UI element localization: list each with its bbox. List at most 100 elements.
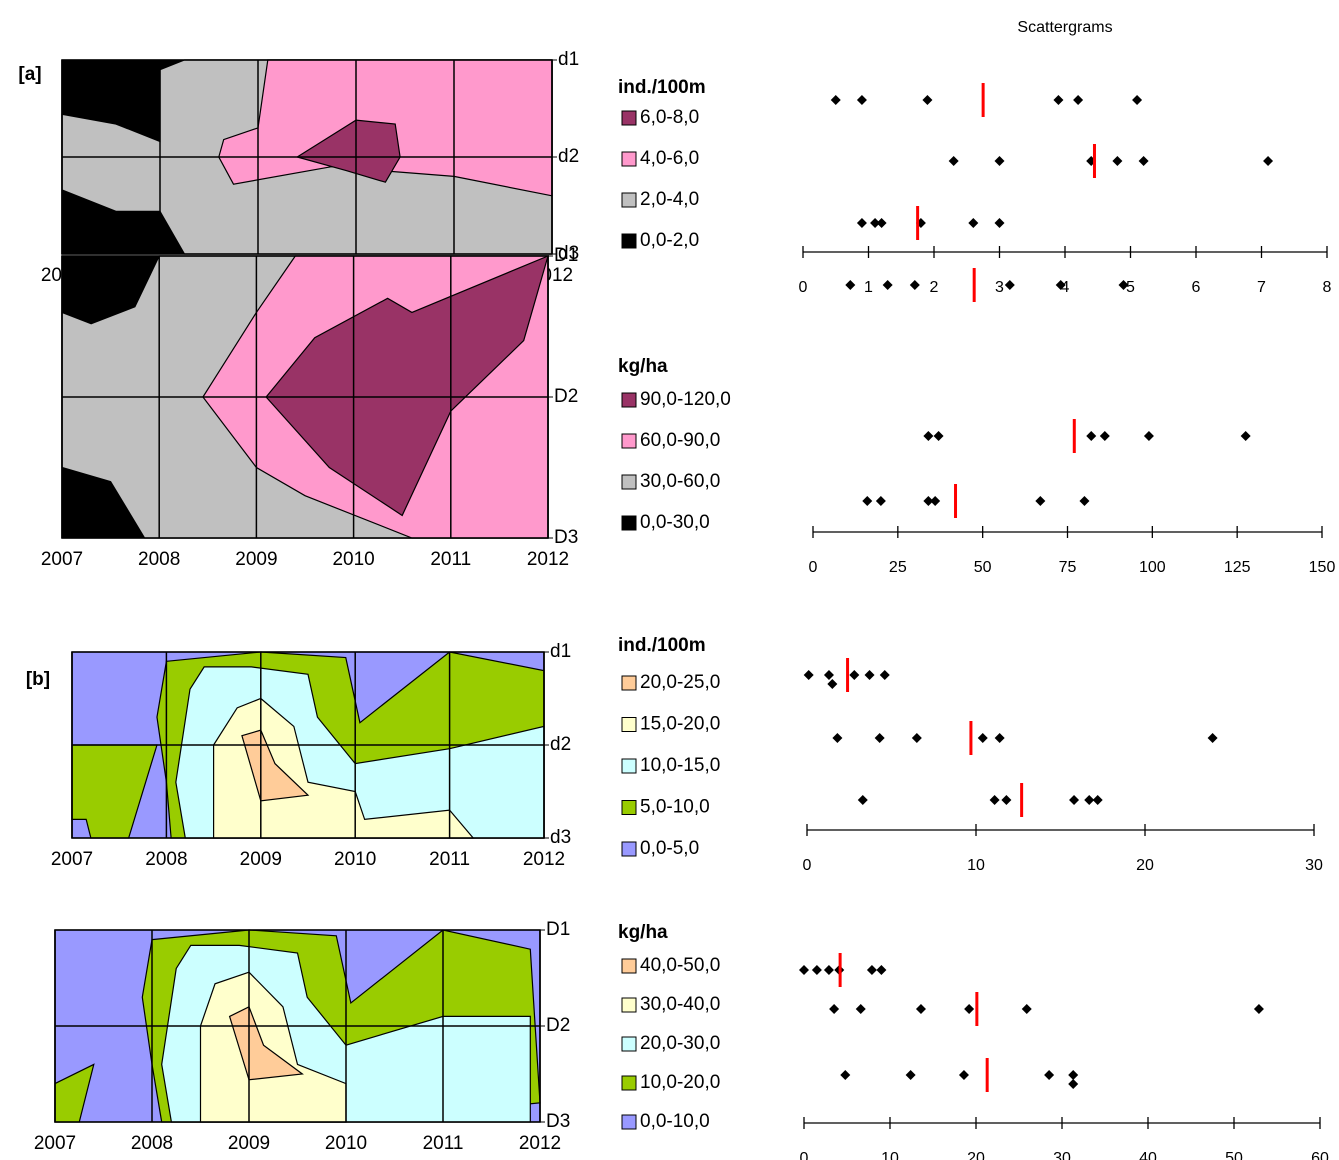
x-tick-label: 3 [995,279,1004,296]
point [1253,1004,1264,1014]
legend-swatch [621,958,637,974]
point [855,1004,866,1014]
x-tick-label: 50 [974,559,992,576]
point [856,218,867,228]
point [874,733,885,743]
legend-label: 90,0-120,0 [640,389,731,410]
point [922,95,933,105]
point [803,670,814,680]
x-tick-label: 0 [809,559,818,576]
legend-swatch [621,151,637,167]
point [1143,431,1154,441]
x-tick-label: 2012 [523,849,565,870]
y-label: D2 [546,1015,570,1036]
y-label: D3 [546,1111,570,1132]
x-tick-label: 150 [1309,559,1336,576]
x-tick-label: 10 [967,857,985,874]
x-tick-label: 60 [1311,1150,1329,1160]
x-tick-label: 20 [967,1150,985,1160]
legend-swatch [621,515,637,531]
legend-label: 10,0-20,0 [640,1072,720,1093]
x-tick-label: 2008 [131,1133,173,1154]
legend-swatch [621,1075,637,1091]
y-label: d1 [558,49,579,70]
point [823,965,834,975]
legend-label: 0,0-10,0 [640,1111,710,1132]
legend-swatch [621,233,637,249]
point [964,1004,975,1014]
y-label: d2 [558,146,579,167]
point [876,218,887,228]
x-tick-label: 4 [1061,279,1070,296]
x-tick-label: 2008 [145,849,187,870]
point [1044,1070,1055,1080]
point [1068,1079,1079,1089]
figure-title: Scattergrams [1017,19,1112,36]
x-tick-label: 0 [803,857,812,874]
x-tick-label: 0 [800,1150,809,1160]
y-label: d2 [550,734,571,755]
y-label: D1 [554,245,578,266]
legend-swatch [621,433,637,449]
y-label: d3 [550,827,571,848]
point [829,1004,840,1014]
x-tick-label: 2010 [332,549,374,570]
contour-region [265,254,549,517]
legend-label: 0,0-5,0 [640,838,699,859]
x-tick-label: 2010 [334,849,376,870]
point [1240,431,1251,441]
point [840,1070,851,1080]
point [862,496,873,506]
y-label: d1 [550,641,571,662]
point [1132,95,1143,105]
x-tick-label: 2011 [429,849,470,870]
x-tick-label: 20 [1136,857,1154,874]
legend-title: kg/ha [618,922,668,943]
x-tick-label: 2007 [41,549,83,570]
point [1069,795,1080,805]
point [923,496,934,506]
point [876,965,887,975]
legend-label: 15,0-20,0 [640,714,720,735]
x-tick-label: 2008 [138,549,180,570]
legend-title: ind./100m [618,77,706,98]
point [875,496,886,506]
x-tick-label: 30 [1305,857,1323,874]
point [933,431,944,441]
legend-swatch [621,110,637,126]
legend-swatch [621,1036,637,1052]
legend-swatch [621,717,637,732]
x-tick-label: 2009 [228,1133,270,1154]
legend-label: 10,0-15,0 [640,755,720,776]
point [989,795,1000,805]
x-tick-label: 2010 [325,1133,367,1154]
point [1099,431,1110,441]
panel-label: [a] [18,64,41,85]
point [1004,280,1015,290]
legend-label: 6,0-8,0 [640,107,699,128]
legend-label: 60,0-90,0 [640,430,720,451]
x-tick-label: 2007 [34,1133,76,1154]
panel-label: [b] [26,669,50,690]
x-tick-label: 40 [1139,1150,1157,1160]
x-tick-label: 125 [1224,559,1251,576]
point [830,95,841,105]
x-tick-label: 2009 [240,849,282,870]
x-tick-label: 10 [881,1150,899,1160]
point [879,670,890,680]
point [1053,95,1064,105]
point [870,218,881,228]
y-label: D2 [554,386,578,407]
point [911,733,922,743]
point [811,965,822,975]
point [882,280,893,290]
point [823,670,834,680]
point [864,670,875,680]
point [1263,156,1274,166]
legend-swatch [621,675,637,691]
x-tick-label: 75 [1059,559,1077,576]
point [1112,156,1123,166]
legend-swatch [621,392,637,408]
point [958,1070,969,1080]
x-tick-label: 6 [1192,279,1201,296]
